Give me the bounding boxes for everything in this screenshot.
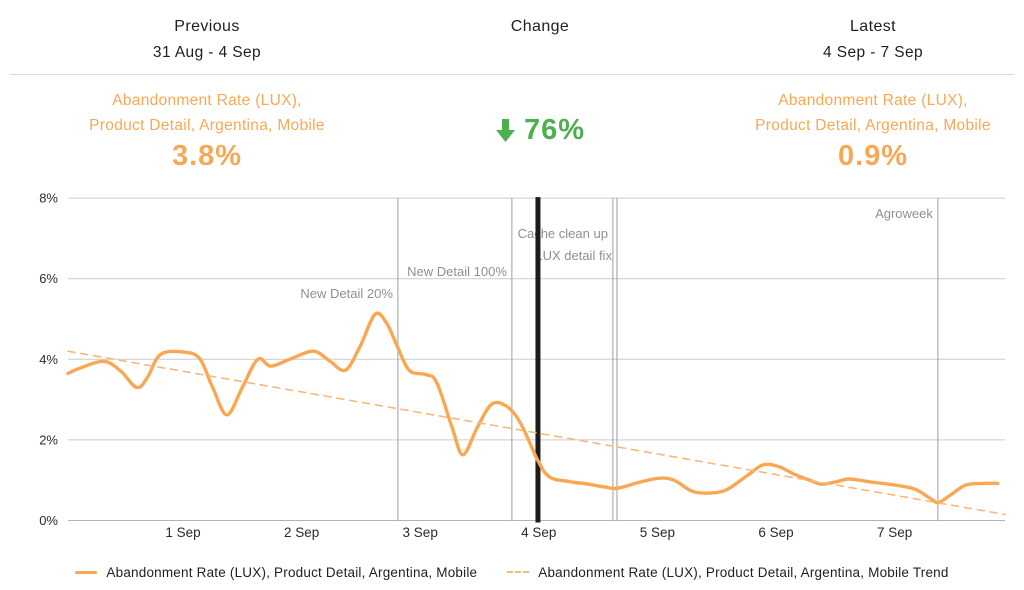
previous-title: Previous bbox=[174, 18, 240, 35]
change-header: Change bbox=[390, 14, 690, 40]
legend-series-label: Abandonment Rate (LUX), Product Detail, … bbox=[106, 564, 478, 580]
y-axis-tick-label: 4% bbox=[39, 352, 58, 367]
y-axis-tick-label: 8% bbox=[39, 191, 58, 206]
x-axis-tick-label: 3 Sep bbox=[403, 525, 438, 540]
x-axis-tick-label: 5 Sep bbox=[640, 525, 675, 540]
previous-period-header: Previous 31 Aug - 4 Sep bbox=[57, 14, 357, 66]
previous-metric-label-line1: Abandonment Rate (LUX), bbox=[112, 92, 302, 109]
previous-metric-value: 3.8% bbox=[171, 140, 243, 172]
x-axis-tick-label: 7 Sep bbox=[877, 525, 912, 540]
trend-line-series[interactable] bbox=[67, 350, 1006, 516]
dashed-line-swatch-icon bbox=[507, 571, 530, 573]
latest-metric: Abandonment Rate (LUX), Product Detail, … bbox=[703, 88, 1024, 172]
header-divider bbox=[10, 74, 1014, 75]
change-title: Change bbox=[510, 18, 570, 35]
latest-date-range: 4 Sep - 7 Sep bbox=[823, 44, 923, 61]
latest-metric-label-line2: Product Detail, Argentina, Mobile bbox=[755, 117, 991, 134]
legend-trend-label: Abandonment Rate (LUX), Product Detail, … bbox=[538, 564, 949, 580]
x-axis-tick-label: 1 Sep bbox=[165, 525, 200, 540]
annotation-label: New Detail 100% bbox=[407, 264, 507, 279]
legend-item-series[interactable]: Abandonment Rate (LUX), Product Detail, … bbox=[75, 565, 477, 580]
y-axis-tick-label: 6% bbox=[39, 271, 58, 286]
y-axis-tick-label: 0% bbox=[39, 513, 58, 528]
latest-metric-label-line1: Abandonment Rate (LUX), bbox=[778, 92, 968, 109]
annotation-label: Agroweek bbox=[875, 206, 933, 221]
chart-legend: Abandonment Rate (LUX), Product Detail, … bbox=[0, 559, 1024, 585]
latest-period-header: Latest 4 Sep - 7 Sep bbox=[723, 14, 1023, 66]
change-value: 76% bbox=[523, 114, 586, 146]
solid-line-swatch-icon bbox=[75, 570, 98, 574]
change-metric: 76% bbox=[370, 88, 710, 149]
y-axis-tick-label: 2% bbox=[39, 432, 58, 447]
abandonment-rate-series[interactable] bbox=[66, 311, 1000, 505]
previous-date-range: 31 Aug - 4 Sep bbox=[152, 44, 262, 61]
legend-item-trend[interactable]: Abandonment Rate (LUX), Product Detail, … bbox=[507, 565, 948, 580]
annotation-label: Cache clean up bbox=[518, 226, 608, 241]
annotation-label: LUX detail fix bbox=[535, 248, 612, 263]
previous-metric-label-line2: Product Detail, Argentina, Mobile bbox=[89, 117, 325, 134]
previous-metric: Abandonment Rate (LUX), Product Detail, … bbox=[37, 88, 377, 172]
abandonment-rate-line-chart[interactable]: 0% 2% 4% 6% 8% 1 Sep 2 Sep 3 Sep 4 Sep 5 Sep 6 Sep… bbox=[0, 185, 1024, 557]
x-axis-tick-label: 2 Sep bbox=[284, 525, 319, 540]
latest-title: Latest bbox=[850, 18, 896, 35]
x-axis-tick-label: 4 Sep bbox=[521, 525, 556, 540]
annotation-label: New Detail 20% bbox=[300, 286, 393, 301]
down-arrow-icon bbox=[495, 118, 515, 142]
latest-metric-value: 0.9% bbox=[837, 140, 909, 172]
x-axis-tick-label: 6 Sep bbox=[758, 525, 793, 540]
